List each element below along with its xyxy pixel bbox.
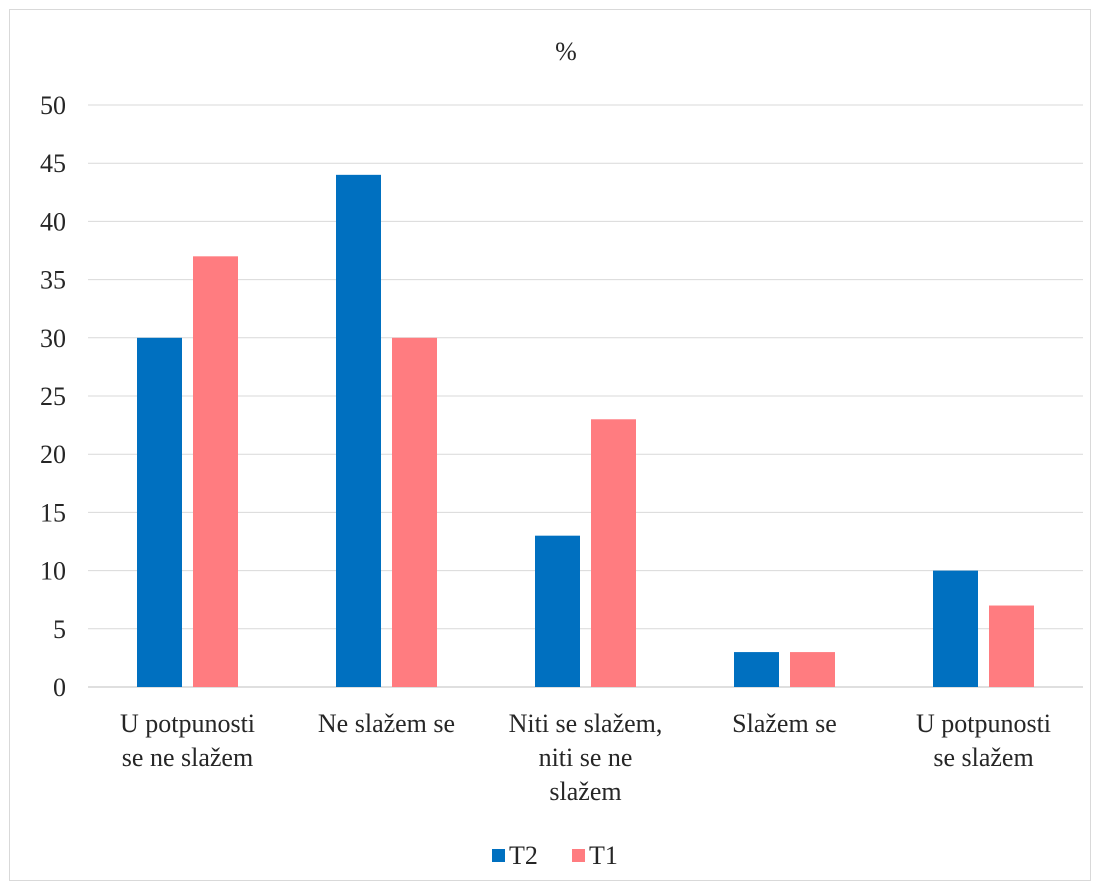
y-tick-label: 0 — [53, 673, 66, 702]
x-tick-label: Niti se slažem, niti se ne slažem — [509, 709, 663, 806]
bar-t2 — [336, 174, 381, 688]
chart-frame — [9, 9, 1091, 881]
bar-t2 — [535, 535, 580, 687]
bar-t1 — [392, 337, 437, 687]
y-tick-label: 10 — [40, 557, 66, 586]
gridlines — [88, 104, 1083, 688]
y-tick-label: 50 — [40, 91, 66, 120]
x-axis-labels: U potpunosti se ne slažem Ne slažem se Niti… — [120, 709, 1051, 806]
y-tick-label: 20 — [40, 440, 66, 469]
chart-title: % — [555, 37, 577, 66]
y-tick-label: 40 — [40, 207, 66, 236]
x-tick-label: Ne slažem se — [318, 709, 455, 738]
y-tick-label: 35 — [40, 266, 66, 295]
bar-t1 — [790, 652, 835, 687]
y-tick-label: 45 — [40, 149, 66, 178]
x-tick-label: U potpunosti se slažem — [916, 709, 1051, 772]
legend-label-t2: T2 — [509, 841, 538, 870]
bar-t1 — [193, 256, 238, 687]
legend-swatch-t1 — [572, 849, 585, 862]
bars — [137, 174, 1034, 688]
bar-t1 — [591, 419, 636, 687]
legend: T2 T1 — [492, 841, 618, 870]
bar-t2 — [933, 570, 978, 687]
bar-t2 — [734, 652, 779, 687]
y-axis-ticks: 0 5 10 15 20 25 30 35 40 45 50 — [40, 91, 66, 702]
y-tick-label: 15 — [40, 498, 66, 527]
y-tick-label: 30 — [40, 324, 66, 353]
legend-label-t1: T1 — [589, 841, 618, 870]
bar-t1 — [989, 605, 1034, 687]
y-tick-label: 5 — [53, 615, 66, 644]
legend-swatch-t2 — [492, 849, 505, 862]
x-tick-label: Slažem se — [732, 709, 837, 738]
y-tick-label: 25 — [40, 382, 66, 411]
x-tick-label: U potpunosti se ne slažem — [120, 709, 255, 772]
bar-t2 — [137, 337, 182, 687]
